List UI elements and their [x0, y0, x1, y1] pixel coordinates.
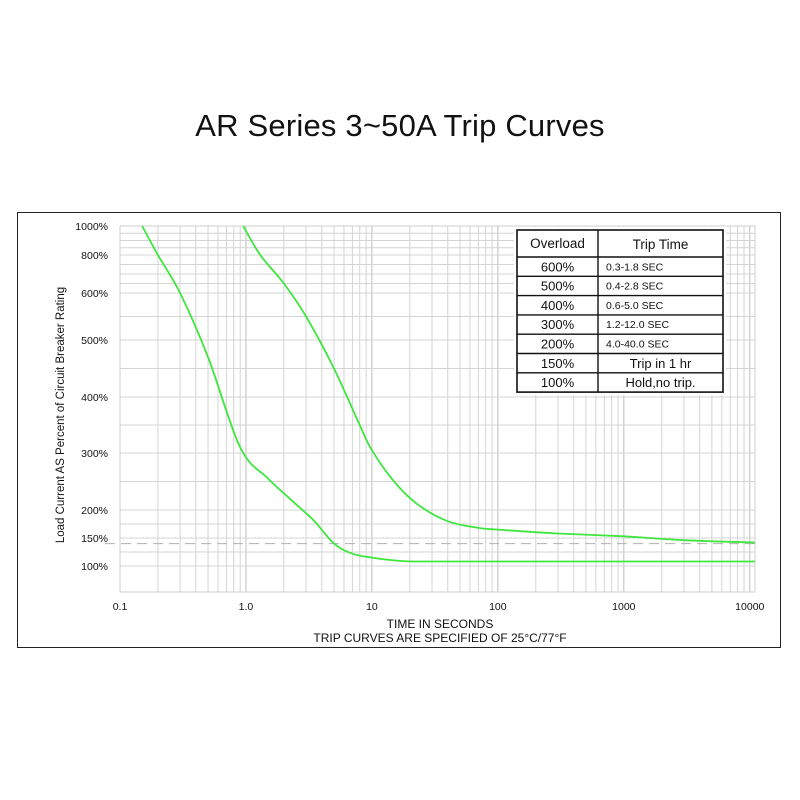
- x-axis-note: TRIP CURVES ARE SPECIFIED OF 25°C/77°F: [313, 631, 567, 645]
- table-background: [514, 227, 726, 396]
- x-tick-label: 1000: [612, 601, 636, 613]
- table-cell-trip-time: 0.6-5.0 SEC: [606, 300, 664, 312]
- y-tick-label: 400%: [81, 392, 108, 404]
- table-header-trip-time: Trip Time: [633, 237, 689, 252]
- table-cell-trip-time: 0.4-2.8 SEC: [606, 281, 664, 293]
- table-header-overload: Overload: [530, 236, 585, 251]
- table-cell-overload: 200%: [541, 337, 575, 352]
- table-border: [516, 229, 724, 393]
- x-tick-label: 100: [489, 601, 507, 613]
- table-cell-overload: 600%: [541, 259, 575, 274]
- table-cell-overload: 400%: [541, 298, 575, 313]
- table-cell-trip-time: Trip in 1 hr: [630, 356, 692, 371]
- table-cell-trip-time: Hold,no trip.: [625, 375, 695, 390]
- y-tick-label: 500%: [81, 335, 108, 347]
- y-tick-label: 100%: [81, 561, 108, 573]
- y-axis-label: Load Current AS Percent of Circuit Break…: [55, 286, 67, 544]
- x-axis-label: TIME IN SECONDS: [386, 617, 494, 631]
- y-tick-label: 200%: [81, 505, 108, 517]
- y-tick-label: 300%: [81, 448, 108, 460]
- y-tick-label: 800%: [81, 250, 108, 262]
- x-tick-label: 1.0: [239, 601, 254, 613]
- tick-label-layer: 100% 150% 200% 300% 400% 500% 600% 800% 1000% 0.1…: [75, 221, 764, 613]
- curve-layer: [141, 225, 756, 563]
- table-cell-trip-time: 4.0-40.0 SEC: [606, 339, 669, 351]
- trip-time-table: Overload Trip Time 600% 0.3-1.8 SEC 500% 0.4-…: [514, 227, 726, 396]
- chart-title: AR Series 3~50A Trip Curves: [195, 108, 605, 143]
- table-cell-overload: 500%: [541, 279, 575, 294]
- plot-area-border: [119, 225, 756, 593]
- table-cell-overload: 150%: [541, 356, 575, 371]
- chart-frame: [17, 212, 781, 648]
- y-tick-label: 600%: [81, 288, 108, 300]
- y-tick-label: 150%: [81, 533, 108, 545]
- table-cell-overload: 100%: [541, 375, 575, 390]
- trip-curve-2: [242, 225, 756, 544]
- table-cell-trip-time: 1.2-12.0 SEC: [606, 319, 669, 331]
- x-tick-label: 10: [366, 601, 378, 613]
- trip-curve-1: [141, 225, 755, 563]
- x-tick-label: 10000: [735, 601, 764, 613]
- x-tick-label: 0.1: [113, 601, 128, 613]
- y-tick-label: 1000%: [75, 221, 108, 233]
- table-cell-trip-time: 0.3-1.8 SEC: [606, 261, 664, 273]
- table-cell-overload: 300%: [541, 317, 575, 332]
